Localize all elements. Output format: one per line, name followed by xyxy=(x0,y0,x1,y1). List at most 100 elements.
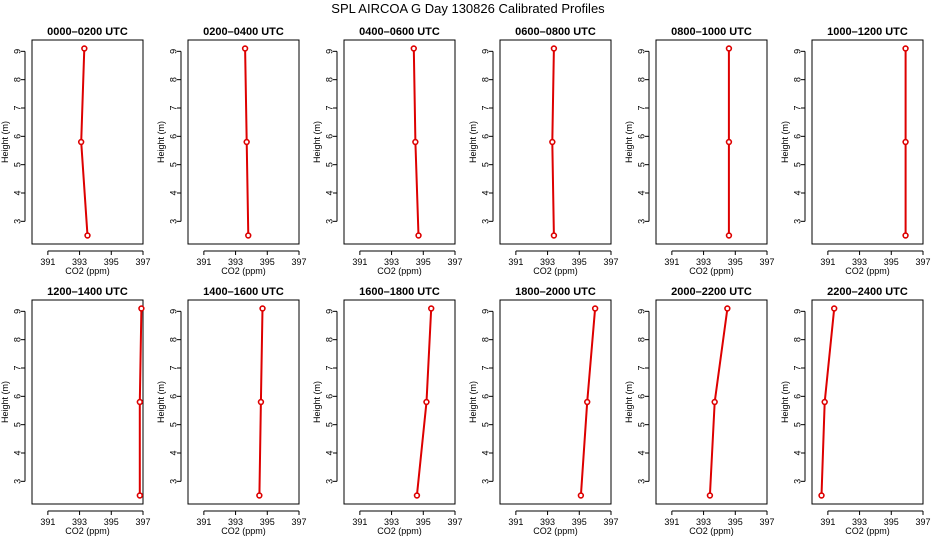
panel-7-y-tick-label: 6 xyxy=(12,394,22,399)
panel-9-y-tick-label: 9 xyxy=(324,309,334,314)
panel-9-title: 1600–1800 UTC xyxy=(359,286,440,298)
panel-10-y-tick-label: 5 xyxy=(480,422,490,427)
panel-12-ylabel: Height (m) xyxy=(780,381,790,423)
panel-3-x-tick-label: 393 xyxy=(384,257,399,267)
panel-11-y-tick-label: 5 xyxy=(636,422,646,427)
panel-7-y-tick-label: 3 xyxy=(12,479,22,484)
panel-5-y-tick-label: 8 xyxy=(636,77,646,82)
panel-6-x-tick-label: 397 xyxy=(915,257,930,267)
panel-2-x-tick-label: 397 xyxy=(291,257,306,267)
panel-3-y-tick-label: 6 xyxy=(324,134,334,139)
panel-6-y-tick-label: 3 xyxy=(792,219,802,224)
panel-10-y-tick-label: 6 xyxy=(480,394,490,399)
panel-11-y-tick-label: 4 xyxy=(636,450,646,455)
panel-5-data-point xyxy=(725,138,733,146)
panel-2-data-point xyxy=(245,232,252,239)
panel-9-ylabel: Height (m) xyxy=(312,381,322,423)
panel-2-x-tick-label: 395 xyxy=(260,257,275,267)
panel-10-xlabel: CO2 (ppm) xyxy=(533,526,578,536)
panel-11-y-tick-label: 9 xyxy=(636,309,646,314)
panel-10-x-tick-label: 397 xyxy=(603,517,618,527)
panel-8-x-tick-label: 391 xyxy=(196,517,211,527)
panel-2-frame xyxy=(187,39,300,245)
panel-10-y-tick-label: 8 xyxy=(480,337,490,342)
panel-1-data-point xyxy=(84,232,91,239)
panel-5-y-tick-label: 3 xyxy=(636,219,646,224)
panel-2-data-point xyxy=(243,138,250,146)
panel-12-x-tick-label: 391 xyxy=(820,517,835,527)
panel-11-data-point xyxy=(706,492,714,499)
panel-3-ylabel: Height (m) xyxy=(312,121,322,163)
panel-8-data-point xyxy=(256,492,263,499)
panel-5-x-tick-label: 395 xyxy=(728,257,743,267)
panel-3-y-tick-label: 4 xyxy=(324,190,334,195)
panel-12-data-point xyxy=(821,398,828,406)
panel-6-y-tick-label: 8 xyxy=(792,77,802,82)
panel-12: 2200–2400 UTC 391 393 395 397 CO2 (ppm) 3 4 5 6 7 8… xyxy=(780,286,931,536)
panel-6-y-tick-label: 7 xyxy=(792,105,802,110)
panel-7-x-tick-label: 393 xyxy=(72,517,87,527)
panel-4-data-point xyxy=(549,138,556,146)
panel-6-y-tick-label: 6 xyxy=(792,134,802,139)
panel-10-data-point xyxy=(591,305,599,312)
panel-7-y-tick-label: 9 xyxy=(12,309,22,314)
panel-6-x-tick-label: 395 xyxy=(884,257,899,267)
panel-9-xlabel: CO2 (ppm) xyxy=(377,526,422,536)
panel-5-x-tick-label: 391 xyxy=(664,257,679,267)
panel-11-ylabel: Height (m) xyxy=(624,381,634,423)
panel-11-y-tick-label: 8 xyxy=(636,337,646,342)
panel-11-y-tick-label: 7 xyxy=(636,365,646,370)
panel-2-y-tick-label: 5 xyxy=(168,162,178,167)
panel-5-xlabel: CO2 (ppm) xyxy=(689,266,734,276)
panel-9-y-tick-label: 4 xyxy=(324,450,334,455)
panel-8: 1400–1600 UTC 391 393 395 397 CO2 (ppm) 3 4 5 6 7 8… xyxy=(156,286,307,536)
panel-5-data-point xyxy=(725,232,733,239)
panel-4-y-tick-label: 4 xyxy=(480,190,490,195)
panel-9-y-tick-label: 8 xyxy=(324,337,334,342)
panel-8-x-tick-label: 397 xyxy=(291,517,306,527)
panel-9-x-tick-label: 397 xyxy=(447,517,462,527)
panel-11-data-point xyxy=(711,398,718,406)
panel-4-data-point xyxy=(550,45,558,52)
panel-8-y-tick-label: 9 xyxy=(168,309,178,314)
panel-7-data-point xyxy=(136,398,144,406)
panel-3-data-point xyxy=(412,138,419,146)
panel-6-xlabel: CO2 (ppm) xyxy=(845,266,890,276)
panel-6-x-tick-label: 391 xyxy=(820,257,835,267)
panel-4-y-tick-label: 5 xyxy=(480,162,490,167)
panel-6-x-tick-label: 393 xyxy=(852,257,867,267)
panel-3-y-tick-label: 8 xyxy=(324,77,334,82)
panel-6-data-point xyxy=(902,232,909,239)
panel-9-x-tick-label: 393 xyxy=(384,517,399,527)
panel-12-y-tick-label: 4 xyxy=(792,450,802,455)
panel-3-y-tick-label: 3 xyxy=(324,219,334,224)
panel-12-title: 2200–2400 UTC xyxy=(827,286,908,298)
panel-8-xlabel: CO2 (ppm) xyxy=(221,526,266,536)
panel-9-data-point xyxy=(428,305,435,312)
panel-2-ylabel: Height (m) xyxy=(156,121,166,163)
panel-11-frame xyxy=(655,299,768,505)
panel-11-data-point xyxy=(724,305,731,312)
panel-12-y-tick-label: 7 xyxy=(792,365,802,370)
panel-7-y-tick-label: 8 xyxy=(12,337,22,342)
panel-3-data-point xyxy=(410,45,417,52)
panel-3-data-point xyxy=(415,232,422,239)
panel-9-x-tick-label: 391 xyxy=(352,517,367,527)
panel-1-title: 0000–0200 UTC xyxy=(47,26,128,38)
panel-3-frame xyxy=(343,39,456,245)
panel-10-x-tick-label: 391 xyxy=(508,517,523,527)
figure-title: SPL AIRCOA G Day 130826 Calibrated Profi… xyxy=(331,1,605,16)
panel-9-y-tick-label: 3 xyxy=(324,479,334,484)
panel-1-y-tick-label: 8 xyxy=(12,77,22,82)
panel-1-data-point xyxy=(81,45,88,52)
panel-7-y-tick-label: 4 xyxy=(12,450,22,455)
panel-5: 0800–1000 UTC 391 393 395 397 CO2 (ppm) 3 4 5 6 7 8… xyxy=(624,26,775,276)
panel-10-y-tick-label: 7 xyxy=(480,365,490,370)
panel-5-y-tick-label: 9 xyxy=(636,49,646,54)
panel-8-y-tick-label: 5 xyxy=(168,422,178,427)
panel-5-data-point xyxy=(725,45,733,52)
panel-5-y-tick-label: 7 xyxy=(636,105,646,110)
panel-1-ylabel: Height (m) xyxy=(0,121,10,163)
panel-6-frame xyxy=(811,39,924,245)
